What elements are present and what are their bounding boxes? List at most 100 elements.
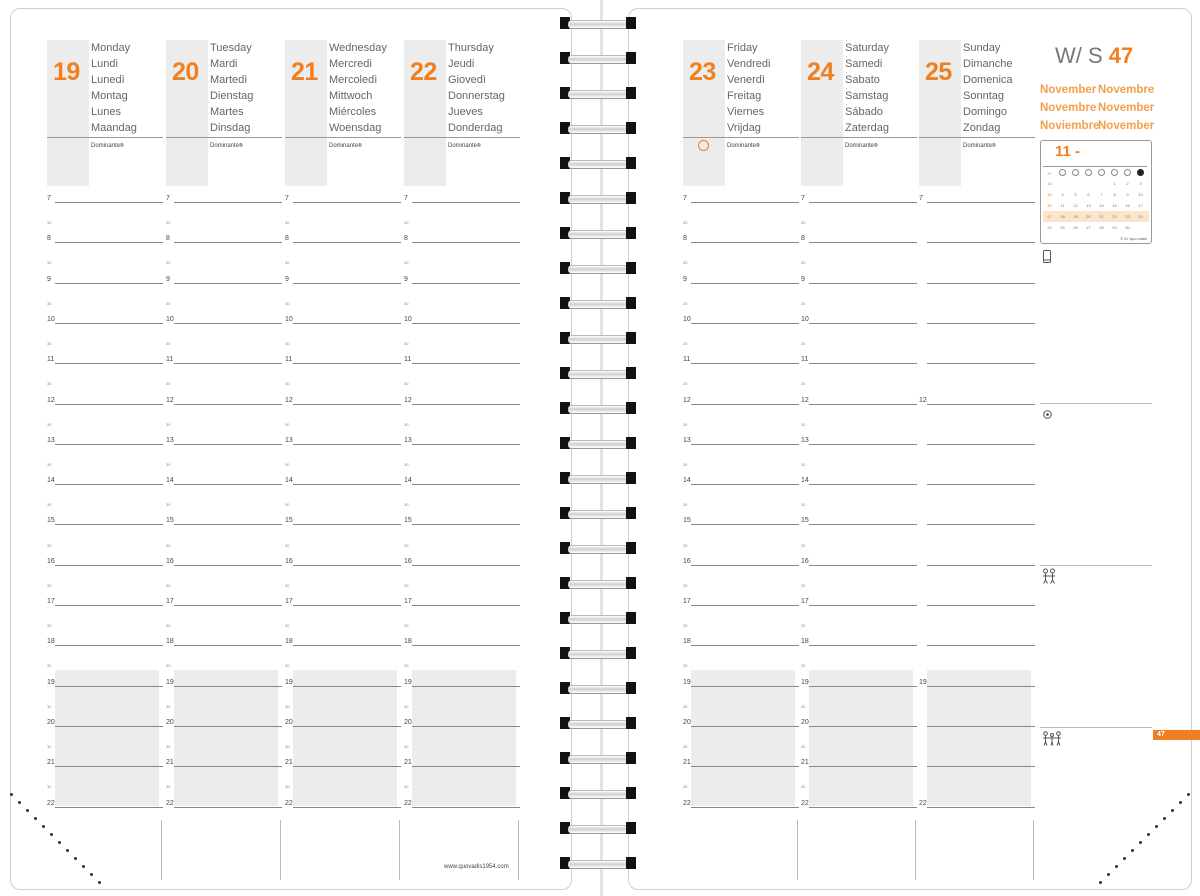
half-hour-label: 30	[166, 663, 171, 669]
day-number-box	[801, 40, 843, 186]
hour-label: 9	[683, 275, 687, 283]
half-hour-label: 30	[683, 542, 688, 548]
half-hour-label: 30	[801, 381, 806, 387]
half-hour-label: 30	[47, 341, 52, 347]
hour-label: 16	[683, 557, 691, 565]
evening-shade	[174, 669, 278, 807]
hour-label: 18	[166, 638, 174, 646]
hour-label: 15	[285, 517, 293, 525]
half-hour-label: 30	[404, 784, 409, 790]
spiral-ring	[548, 296, 648, 310]
perforation-dot	[1147, 833, 1150, 836]
spiral-ring	[548, 506, 648, 520]
half-hour-label: 30	[404, 502, 409, 508]
half-hour-label: 30	[285, 300, 290, 306]
people-icon	[1042, 568, 1056, 589]
spiral-ring	[548, 821, 648, 835]
day-number: 19	[53, 58, 80, 86]
spiral-ring	[548, 716, 648, 730]
evening-shade	[412, 669, 516, 807]
half-hour-label: 30	[285, 461, 290, 467]
spiral-ring	[548, 51, 648, 65]
day-name: Wednesday	[329, 42, 387, 54]
half-hour-label: 30	[404, 623, 409, 629]
day-name: Miércoles	[329, 106, 377, 118]
hour-label: 10	[404, 315, 412, 323]
perforation-dot	[74, 857, 77, 860]
half-hour-label: 30	[683, 582, 688, 588]
day-number: 20	[172, 58, 199, 86]
perforation-dot	[66, 849, 69, 852]
month-name: November	[1098, 120, 1155, 132]
day-name: Domenica	[963, 74, 1013, 86]
hour-label: 7	[683, 195, 687, 202]
month-name: November	[1040, 84, 1097, 96]
hour-label: 19	[166, 678, 174, 686]
half-hour-label: 30	[47, 300, 52, 306]
hour-label: 15	[801, 517, 809, 525]
evening-shade	[927, 669, 1031, 807]
half-hour-label: 30	[801, 703, 806, 709]
half-hour-label: 30	[683, 381, 688, 387]
mini-calendar-week: 46 11 12 13 14 15 16 17	[1047, 203, 1143, 208]
half-hour-label: 30	[683, 744, 688, 750]
hour-label: 13	[47, 436, 55, 444]
month-name: Novembre	[1040, 102, 1097, 114]
weekday-circle-icon	[1111, 169, 1118, 176]
mini-calendar-week: 45 4 5 6 7 8 9 10	[1047, 192, 1143, 197]
sunday-circle-icon	[1137, 169, 1144, 176]
website-url: www.quovadis1954.com	[444, 864, 509, 870]
day-name: Samedi	[845, 58, 883, 70]
hour-label: 19	[404, 678, 412, 686]
day-names: Monday Lundi Lunedì Montag Lunes Maandag	[91, 40, 137, 136]
half-hour-label: 30	[404, 381, 409, 387]
half-hour-label: 30	[166, 784, 171, 790]
half-hour-label: 30	[683, 220, 688, 226]
half-hour-label: 30	[285, 341, 290, 347]
half-hour-label: 30	[683, 461, 688, 467]
hour-label: 10	[801, 315, 809, 323]
hour-label: 14	[166, 477, 174, 485]
evening-shade	[55, 669, 159, 807]
hour-label: 19	[285, 678, 293, 686]
hour-label: 12	[285, 396, 293, 404]
week-number: 47	[1108, 43, 1134, 68]
hour-label: 12	[801, 396, 809, 404]
hour-label: 9	[47, 275, 51, 283]
mini-calendar-week: 48 25 26 27 28 29 30	[1047, 225, 1130, 230]
day-name: Sábado	[845, 106, 883, 118]
hour-label: 20	[801, 718, 809, 726]
half-hour-label: 30	[404, 461, 409, 467]
weekday-circle-icon	[1124, 169, 1131, 176]
day-name: Martedì	[210, 74, 248, 86]
hour-label: 12	[683, 396, 691, 404]
hour-label: 16	[47, 557, 55, 565]
hour-label: 9	[801, 275, 805, 283]
dominante-label: Dominante®	[448, 143, 481, 149]
week-tab: 47	[1153, 730, 1200, 740]
perforation-dot	[1139, 841, 1142, 844]
day-name: Zaterdag	[845, 122, 890, 134]
day-name: Mardi	[210, 58, 238, 70]
spiral-ring	[548, 331, 648, 345]
day-number-box	[47, 40, 89, 186]
day-name: Dienstag	[210, 90, 254, 102]
mini-calendar-grid: 44 1 2 3 45 4 5 6 7 8 9 10 46 11 12 13 14 15 16 17 47 18 19 20 2…	[1043, 178, 1149, 233]
half-hour-label: 30	[683, 623, 688, 629]
half-hour-label: 30	[404, 703, 409, 709]
hour-label: 8	[285, 235, 289, 243]
half-hour-label: 30	[166, 220, 171, 226]
day-name: Sonntag	[963, 90, 1004, 102]
half-hour-label: 30	[285, 703, 290, 709]
compass-icon	[1043, 406, 1052, 424]
hour-label: 22	[919, 799, 927, 807]
spiral-ring	[548, 611, 648, 625]
half-hour-label: 30	[166, 461, 171, 467]
hour-label: 18	[683, 638, 691, 646]
spiral-binding	[548, 0, 648, 896]
half-hour-label: 30	[404, 663, 409, 669]
hour-label: 17	[404, 598, 412, 605]
hour-label: 9	[404, 275, 408, 283]
right-page	[628, 8, 1192, 890]
day-name: Freitag	[727, 90, 762, 102]
